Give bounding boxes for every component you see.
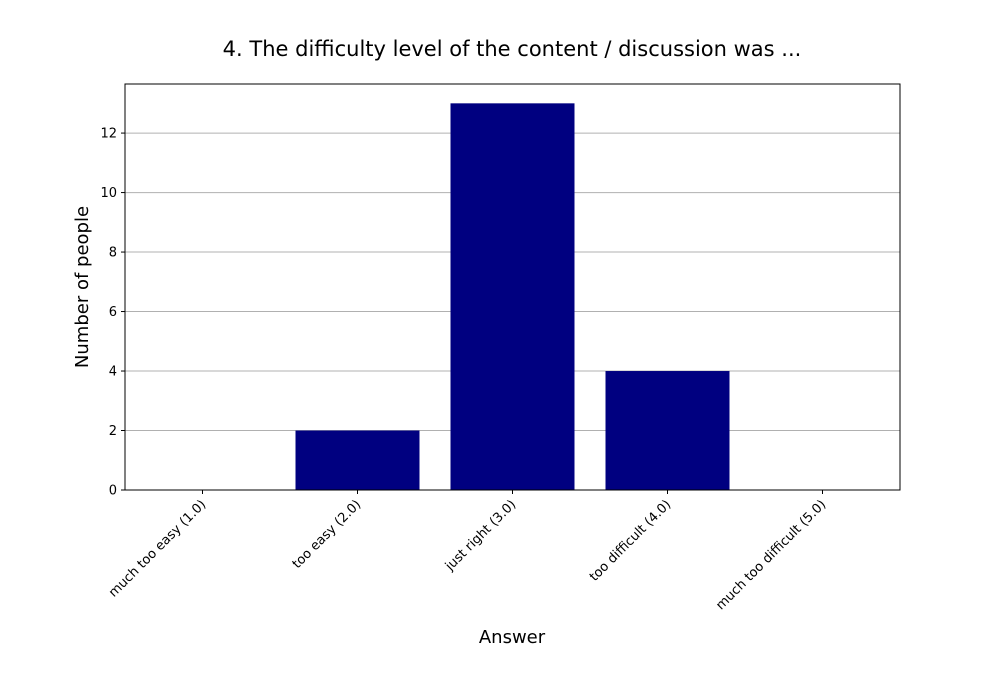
y-tick-label: 12 (100, 127, 117, 142)
y-tick-label: 8 (109, 246, 117, 261)
y-tick-label: 6 (109, 305, 117, 320)
bar (295, 430, 420, 490)
y-axis-label: Number of people (72, 206, 93, 368)
y-tick-label: 4 (109, 365, 117, 380)
bar (605, 371, 730, 490)
chart-title: 4. The difficulty level of the content /… (223, 37, 802, 61)
y-tick-label: 10 (100, 186, 117, 201)
y-tick-label: 2 (109, 424, 117, 439)
y-tick-label: 0 (109, 484, 117, 499)
x-axis-label: Answer (479, 627, 546, 648)
bar (450, 103, 575, 490)
bars-layer (295, 103, 730, 490)
